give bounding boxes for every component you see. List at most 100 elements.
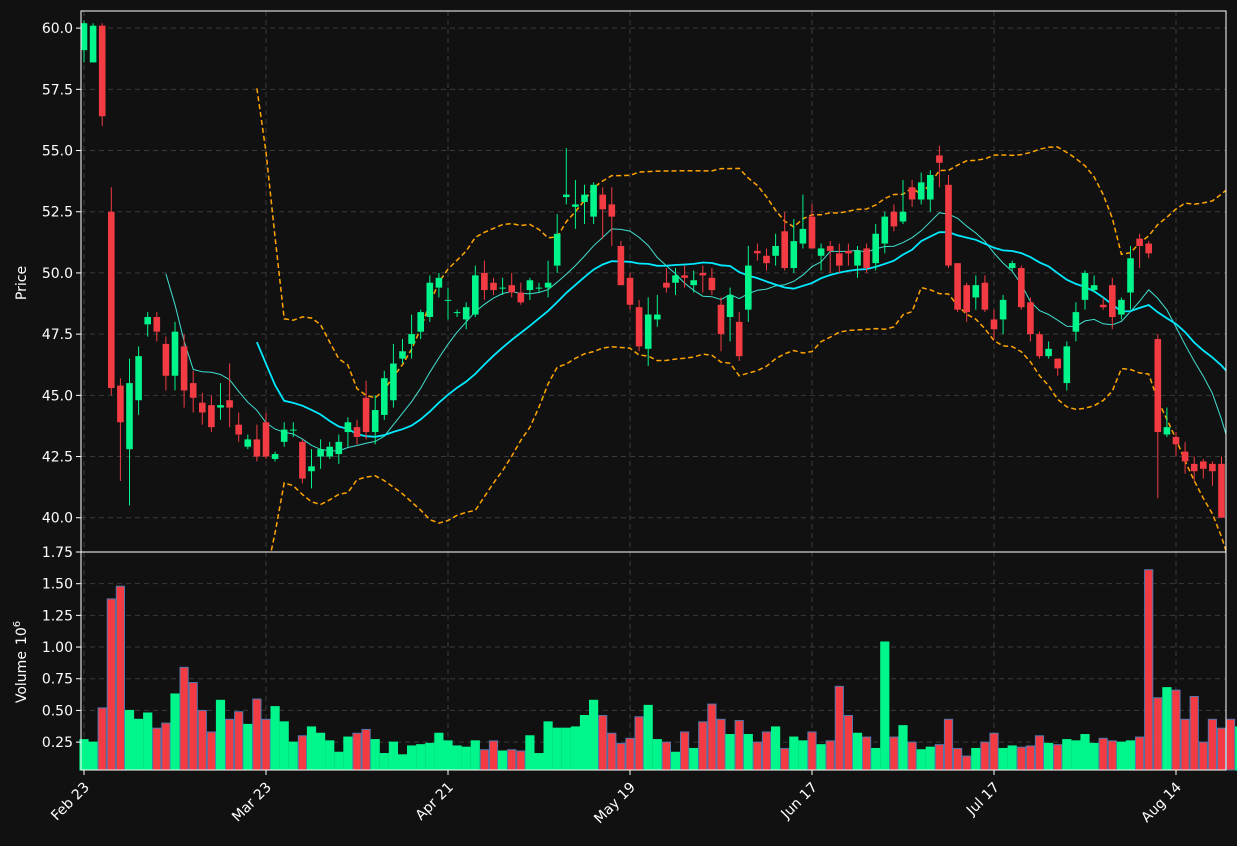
candle-body bbox=[699, 272, 707, 276]
candle-body bbox=[881, 216, 889, 244]
candle-body bbox=[681, 275, 688, 278]
volume-bar bbox=[616, 742, 626, 771]
volume-bar bbox=[1226, 718, 1236, 771]
candle-body bbox=[872, 233, 879, 264]
candle-body bbox=[990, 319, 998, 330]
candle-body bbox=[81, 23, 88, 51]
candle-body bbox=[890, 211, 898, 227]
volume-bar bbox=[1053, 744, 1063, 771]
volume-bar bbox=[871, 747, 881, 771]
volume-tick-label: 1.00 bbox=[42, 640, 73, 656]
candle-body bbox=[781, 231, 788, 269]
volume-bar bbox=[88, 741, 98, 771]
volume-bar bbox=[397, 754, 408, 771]
candle-body bbox=[1036, 334, 1043, 357]
candle-body bbox=[253, 439, 261, 457]
volume-bar bbox=[206, 731, 217, 771]
volume-bar bbox=[361, 728, 371, 771]
volume-bar bbox=[461, 746, 471, 771]
volume-bar bbox=[625, 737, 635, 771]
volume-bar bbox=[479, 749, 489, 771]
candle-body bbox=[317, 449, 324, 457]
volume-bar bbox=[1116, 741, 1127, 771]
volume-bar bbox=[943, 718, 954, 771]
volume-bar bbox=[907, 741, 917, 771]
volume-bar bbox=[843, 715, 853, 771]
volume-bar bbox=[1216, 727, 1227, 771]
volume-bar bbox=[652, 739, 662, 771]
candle-body bbox=[271, 454, 279, 459]
candle-body bbox=[390, 363, 397, 401]
candle-body bbox=[98, 25, 106, 117]
volume-bar bbox=[1189, 695, 1199, 771]
volume-tick-label: 1.50 bbox=[42, 577, 73, 593]
candle-body bbox=[435, 277, 443, 288]
volume-y-label-power: 6 bbox=[12, 621, 23, 627]
volume-bar bbox=[407, 745, 417, 771]
candle-body bbox=[1027, 302, 1034, 335]
volume-bar bbox=[734, 720, 744, 771]
volume-bar bbox=[543, 721, 553, 771]
candle-body bbox=[717, 304, 725, 335]
candle-body bbox=[299, 441, 306, 479]
volume-bar bbox=[1180, 718, 1190, 771]
volume-bar bbox=[379, 753, 389, 771]
candle-body bbox=[854, 250, 861, 266]
candle-body bbox=[617, 246, 625, 286]
candle-body bbox=[199, 402, 206, 413]
candle-body bbox=[499, 287, 506, 289]
candle-body bbox=[663, 282, 670, 288]
candle-body bbox=[1200, 461, 1207, 469]
volume-bar bbox=[343, 736, 353, 771]
candle-body bbox=[608, 204, 616, 217]
volume-bar bbox=[370, 739, 380, 771]
candle-body bbox=[590, 184, 597, 217]
volume-bar bbox=[179, 666, 189, 771]
candle-body bbox=[171, 331, 179, 376]
candle-body bbox=[817, 248, 825, 256]
candle-body bbox=[572, 204, 579, 207]
volume-bar bbox=[443, 740, 453, 771]
candle-body bbox=[726, 294, 734, 317]
volume-bar bbox=[1071, 740, 1081, 771]
candle-body bbox=[644, 314, 652, 349]
candle-body bbox=[672, 275, 679, 283]
candle-body bbox=[1018, 268, 1025, 308]
volume-bar bbox=[170, 693, 180, 771]
price-y-ticks: 40.0 42.5 45.0 47.5 50.0 52.5 55.0 57.5 60.0 bbox=[42, 21, 81, 527]
volume-bar bbox=[670, 751, 681, 771]
candle-body bbox=[772, 246, 779, 256]
volume-bar bbox=[661, 741, 671, 771]
volume-bar bbox=[452, 745, 462, 771]
candle-body bbox=[581, 194, 588, 202]
candle-body bbox=[135, 356, 142, 401]
volume-bar bbox=[579, 715, 590, 771]
candle-body bbox=[899, 211, 907, 222]
candle-body bbox=[1054, 358, 1061, 369]
volume-bar bbox=[607, 732, 617, 771]
volume-bar bbox=[134, 718, 144, 771]
bollinger-lower-line bbox=[270, 286, 1226, 552]
price-tick-label: 55.0 bbox=[42, 144, 73, 160]
candle-body bbox=[1209, 463, 1216, 472]
candle-body bbox=[635, 307, 643, 347]
candle-body bbox=[508, 285, 515, 293]
volume-bar bbox=[925, 746, 935, 771]
candle-body bbox=[89, 25, 97, 63]
candle-body bbox=[735, 321, 743, 357]
volume-bar bbox=[215, 699, 226, 771]
candle-body bbox=[490, 282, 497, 291]
volume-bar bbox=[534, 753, 544, 771]
volume-bar bbox=[825, 740, 835, 771]
volume-bar bbox=[589, 699, 599, 771]
volume-bar bbox=[316, 732, 326, 771]
volume-bar bbox=[388, 741, 398, 771]
candle-body bbox=[162, 343, 170, 376]
volume-bar bbox=[425, 742, 435, 771]
candle-body bbox=[836, 253, 843, 266]
candle-body bbox=[553, 233, 561, 266]
volume-bar bbox=[334, 751, 344, 771]
volume-bar bbox=[570, 726, 580, 771]
